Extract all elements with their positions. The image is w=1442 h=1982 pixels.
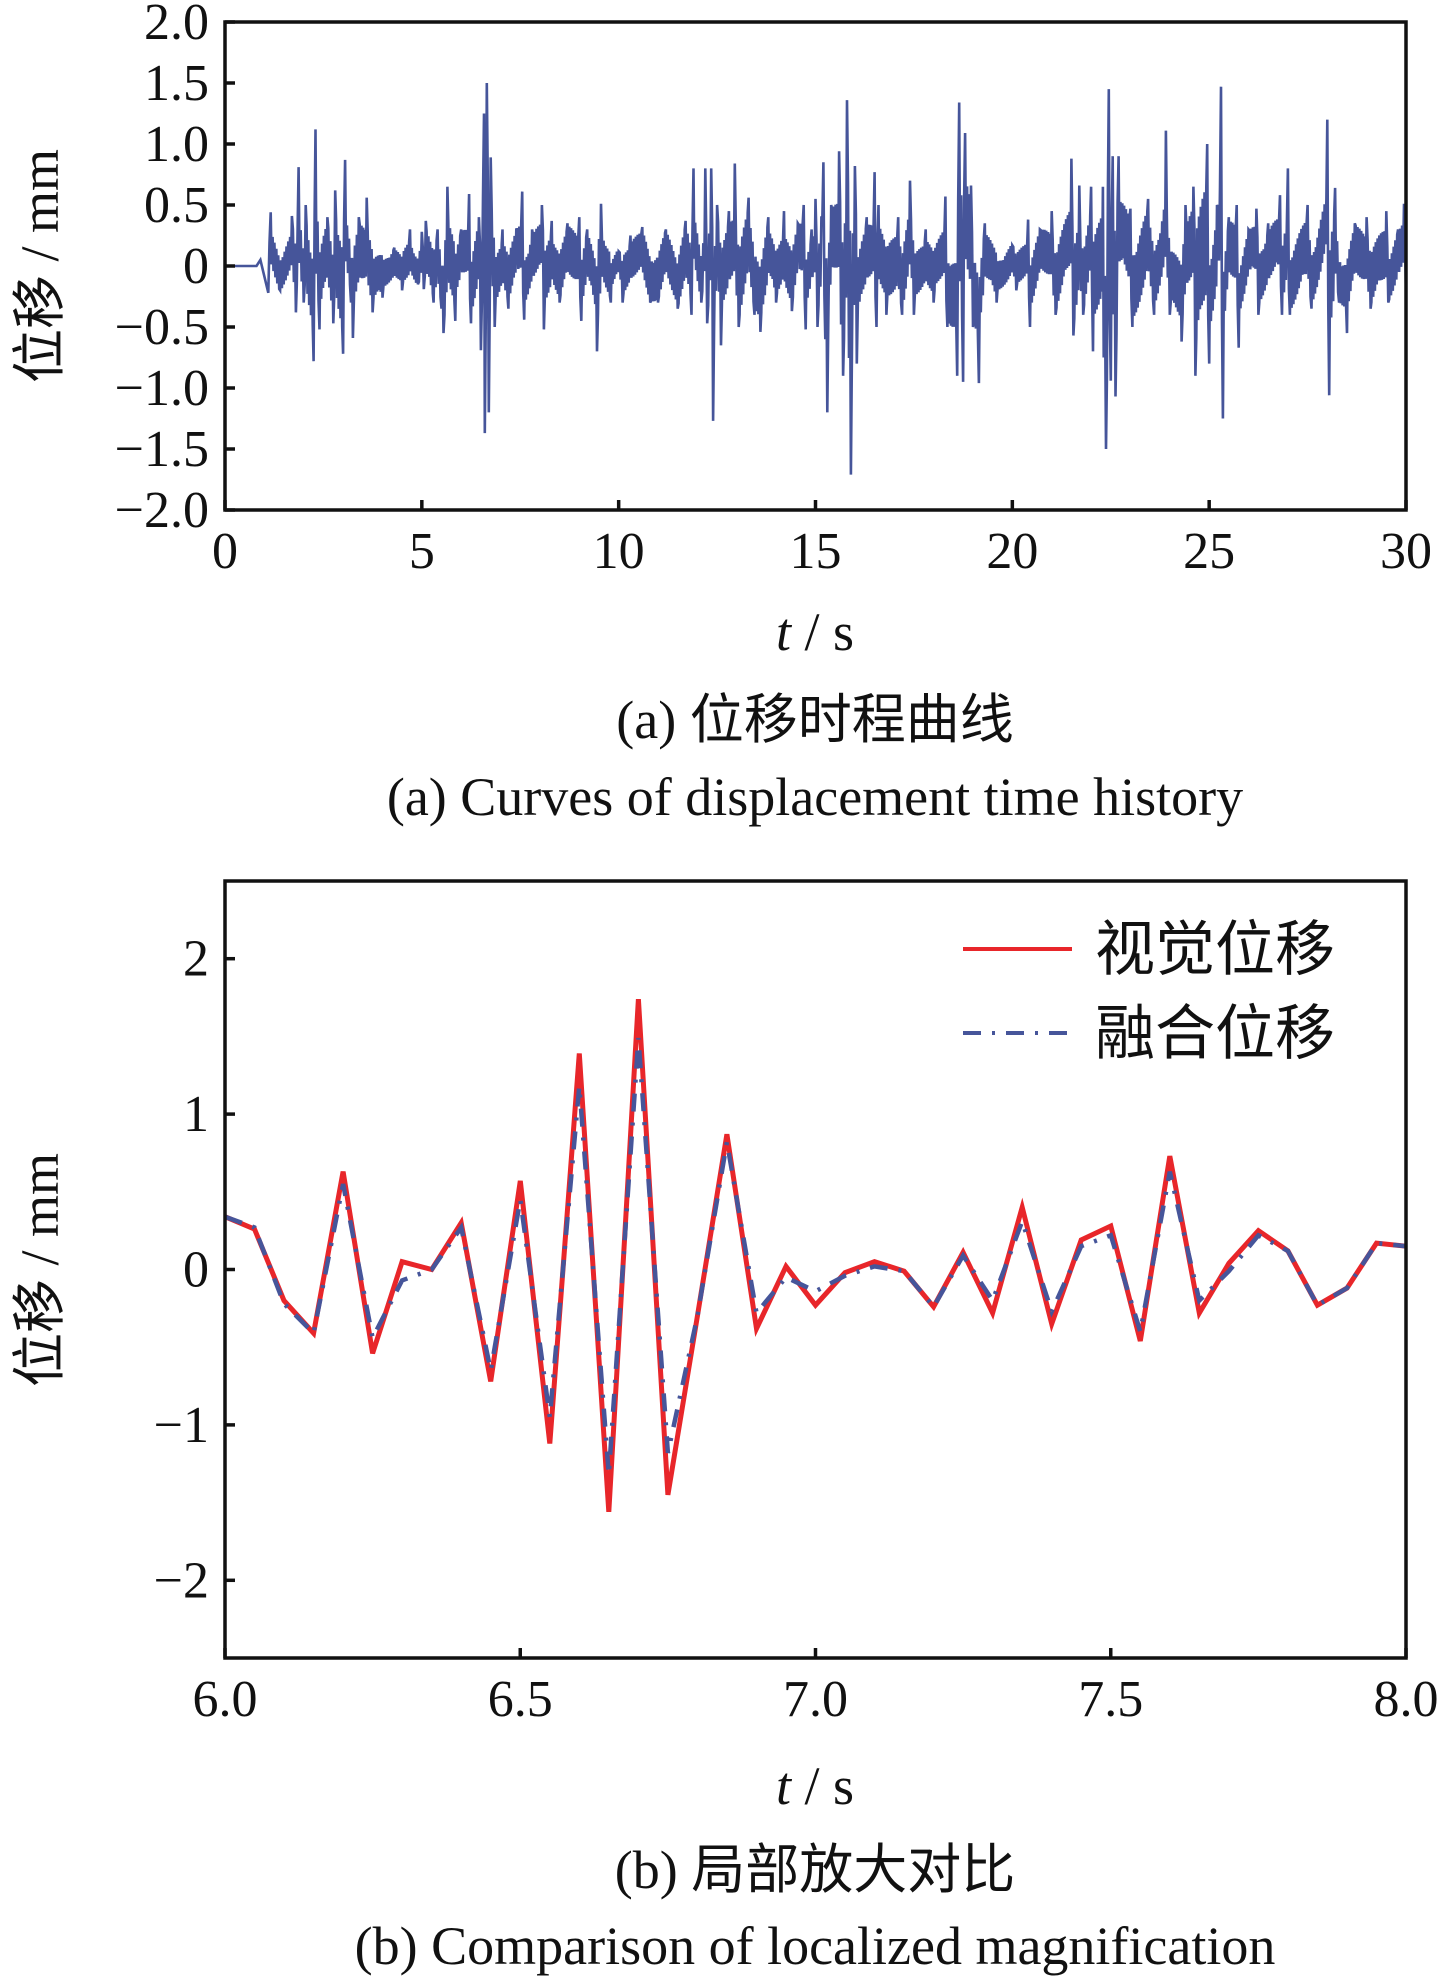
chart-b-series-layer — [224, 998, 1407, 1513]
chart-a-xlabel: t / s — [776, 602, 854, 662]
chart-b-ytick-label: 0 — [183, 1242, 209, 1299]
chart-b-xlabel: t / s — [776, 1756, 854, 1816]
chart-b-caption-cn: (b) 局部放大对比 — [615, 1840, 1015, 1900]
chart-a-xlabel-var: t — [776, 602, 793, 662]
chart-a-ytick-label: 1.0 — [144, 116, 209, 173]
legend-label-visual: 视觉位移 — [1095, 917, 1335, 983]
chart-a-ytick-label: 0.5 — [144, 177, 209, 234]
chart-a-series-line — [225, 82, 1408, 475]
chart-b-xlabel-unit: / s — [791, 1756, 854, 1816]
chart-b-ytick-label: −1 — [154, 1397, 209, 1454]
chart-b-legend: 视觉位移 融合位移 — [963, 917, 1335, 1067]
chart-b-ylabel: 位移 / mm — [10, 1153, 70, 1387]
chart-b-xlabel-var: t — [776, 1756, 793, 1816]
chart-b: 6.0 6.5 7.0 7.5 8.0 2 1 0 −1 −2 视觉位移 融合位移 位移 / mm… — [10, 879, 1439, 1976]
chart-b-xtick-label: 7.0 — [783, 1671, 848, 1728]
chart-a-ytick-label: 2.0 — [144, 0, 209, 51]
legend-label-fused: 融合位移 — [1095, 1001, 1335, 1067]
chart-a-xtick-label: 10 — [593, 523, 645, 580]
chart-b-ytick-label: 1 — [183, 1086, 209, 1143]
chart-a-ytick-label: 1.5 — [144, 55, 209, 112]
chart-a-xtick-label: 25 — [1183, 523, 1235, 580]
chart-a-caption-en: (a) Curves of displacement time history — [387, 767, 1243, 827]
chart-a-series-layer — [225, 82, 1408, 475]
chart-a-ytick-label: −2.0 — [115, 482, 209, 539]
chart-a-xtick-label: 5 — [409, 523, 435, 580]
chart-a-caption-cn: (a) 位移时程曲线 — [616, 690, 1013, 750]
series-fused-displacement — [224, 1037, 1407, 1475]
chart-b-ytick-label: −2 — [154, 1552, 209, 1609]
chart-b-ytick-label: 2 — [183, 931, 209, 988]
chart-b-xtick-label: 6.5 — [488, 1671, 553, 1728]
chart-a-xlabel-unit: / s — [791, 602, 854, 662]
chart-a-ytick-label: −1.0 — [115, 360, 209, 417]
chart-a-ylabel: 位移 / mm — [10, 149, 70, 383]
chart-b-xtick-label: 7.5 — [1078, 1671, 1143, 1728]
chart-a-xtick-label: 15 — [790, 523, 842, 580]
chart-b-xtick-label: 8.0 — [1374, 1671, 1439, 1728]
chart-b-ticks: 6.0 6.5 7.0 7.5 8.0 2 1 0 −1 −2 — [154, 931, 1439, 1728]
series-visual-displacement — [224, 998, 1407, 1513]
chart-a-ytick-label: 0 — [183, 238, 209, 295]
chart-a: 0 5 10 15 20 25 302.01.51.00.50−0.5−1.0−1.5−2.… — [10, 0, 1432, 827]
chart-a-ticks: 0 5 10 15 20 25 302.01.51.00.50−0.5−1.0−1.5−2.… — [115, 0, 1432, 580]
chart-b-xtick-label: 6.0 — [193, 1671, 258, 1728]
chart-b-caption-en: (b) Comparison of localized magnificatio… — [355, 1916, 1276, 1976]
chart-a-ytick-label: −1.5 — [115, 421, 209, 478]
chart-a-ytick-label: −0.5 — [115, 299, 209, 356]
chart-a-xtick-label: 20 — [986, 523, 1038, 580]
chart-a-xtick-label: 30 — [1380, 523, 1432, 580]
chart-a-xtick-label: 0 — [212, 523, 238, 580]
